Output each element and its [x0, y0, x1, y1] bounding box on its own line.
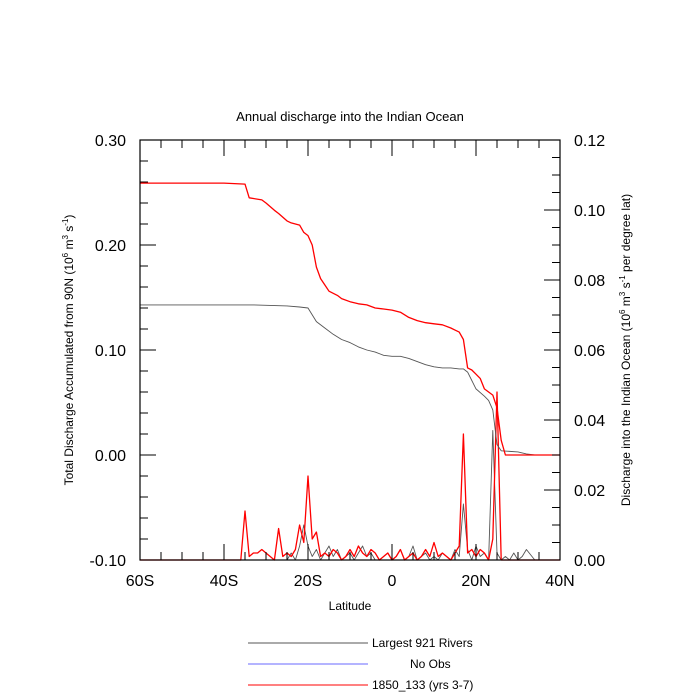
- legend-label-rivers: Largest 921 Rivers: [372, 636, 473, 650]
- left-axis-label: Total Discharge Accumulated from 90N (10…: [61, 215, 76, 486]
- x-tick-label: 40S: [210, 573, 238, 590]
- x-tick-label: 20N: [461, 573, 490, 590]
- x-tick-label: 40N: [545, 573, 574, 590]
- plot-area: [140, 182, 560, 561]
- y-right-tick-label: 0.06: [574, 343, 605, 360]
- y-right-tick-label: 0.12: [574, 133, 605, 150]
- y-right-tick-label: 0.00: [574, 553, 605, 570]
- y-left-tick-label: 0.10: [95, 343, 126, 360]
- x-axis-label: Latitude: [329, 599, 372, 613]
- y-left-tick-label: 0.20: [95, 238, 126, 255]
- y-right-tick-label: 0.08: [574, 273, 605, 290]
- plot-frame: [139, 139, 561, 561]
- y-right-tick-label: 0.04: [574, 413, 605, 430]
- x-tick-label: 20S: [294, 573, 322, 590]
- x-tick-label: 0: [388, 573, 397, 590]
- right-axis-label: Discharge into the Indian Ocean (106 m3 …: [618, 194, 633, 506]
- y-right-tick-label: 0.10: [574, 203, 605, 220]
- x-tick-label: 60S: [126, 573, 154, 590]
- series-2-accumulated-line: [140, 182, 560, 456]
- legend-label-no-obs: No Obs: [410, 657, 451, 671]
- y-right-tick-label: 0.02: [574, 483, 605, 500]
- axis-ticks: 60S 40S 20S 0 20N 40N -0.10 0.00 0.10 0.20 0.30 0.0…: [90, 133, 606, 590]
- legend-label-model: 1850_133 (yrs 3-7): [372, 678, 473, 692]
- y-left-tick-label: 0.30: [95, 133, 126, 150]
- series-0-per-degree-line: [140, 430, 560, 561]
- chart-title: Annual discharge into the Indian Ocean: [236, 109, 464, 124]
- series-2-per-degree-line: [140, 391, 560, 561]
- legend: Largest 921 Rivers No Obs 1850_133 (yrs …: [248, 636, 473, 692]
- y-left-tick-label: -0.10: [90, 553, 127, 570]
- series-0-accumulated-line: [140, 304, 560, 456]
- y-left-tick-label: 0.00: [95, 448, 126, 465]
